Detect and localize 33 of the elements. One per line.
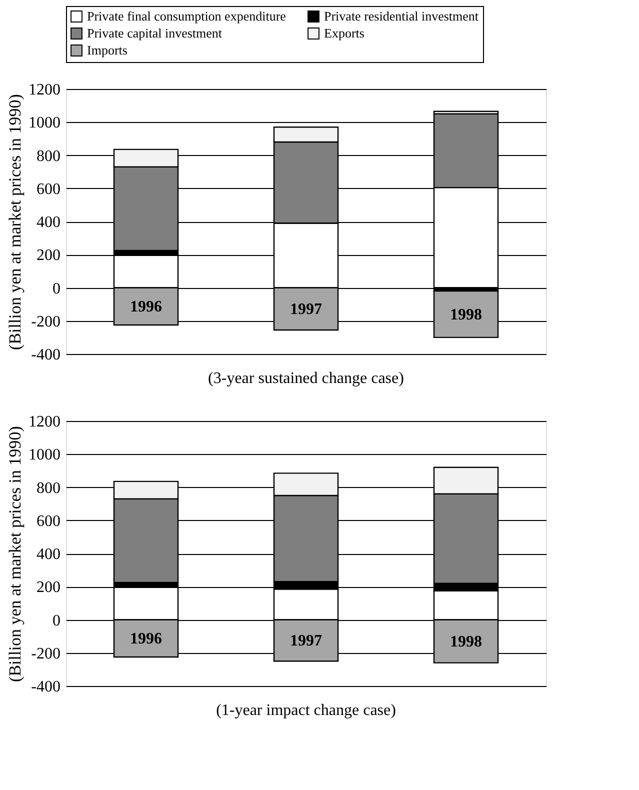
text: (3-year sustained change case) xyxy=(208,370,404,387)
y-tick-label: 1000 xyxy=(28,446,60,464)
legend-label: Private final consumption expenditure xyxy=(87,8,286,24)
y-tick-label: -400 xyxy=(31,678,60,696)
y-tick-label: 800 xyxy=(36,148,60,165)
y-tick-label: 1200 xyxy=(28,82,60,98)
y-tick-label: -400 xyxy=(31,346,60,364)
y-tick-label: 600 xyxy=(36,180,60,198)
y-tick-label: 400 xyxy=(36,214,60,231)
y-tick-label: 800 xyxy=(36,480,60,497)
legend-label: Private capital investment xyxy=(87,26,222,40)
x-tick-label: 1997 xyxy=(290,300,322,318)
x-tick-label: 1998 xyxy=(450,306,482,324)
legend-label: Private residential investment xyxy=(324,8,479,24)
y-tick-label: -200 xyxy=(31,645,60,662)
x-tick-label: 1998 xyxy=(450,633,482,650)
x-tick-label: 1996 xyxy=(130,298,162,316)
x-tick-label: 1997 xyxy=(290,632,322,650)
legend-label: Imports xyxy=(87,42,128,58)
legend-label: Exports xyxy=(324,26,364,40)
y-tick-label: 200 xyxy=(36,579,60,596)
y-tick-label: 1000 xyxy=(28,114,60,132)
y-tick-label: 0 xyxy=(52,280,60,298)
y-tick-label: 1200 xyxy=(28,414,60,430)
y-tick-label: 600 xyxy=(36,512,60,530)
y-tick-label: 0 xyxy=(52,612,60,630)
y-axis-title: (Billion yen at market prices in 1990) xyxy=(6,94,24,350)
x-tick-label: 1996 xyxy=(130,630,162,648)
y-axis-title: (Billion yen at market prices in 1990) xyxy=(6,426,24,682)
y-tick-label: -200 xyxy=(31,313,60,330)
y-tick-label: 400 xyxy=(36,546,60,563)
y-tick-label: 200 xyxy=(36,247,60,264)
text: (1-year impact change case) xyxy=(216,702,396,719)
